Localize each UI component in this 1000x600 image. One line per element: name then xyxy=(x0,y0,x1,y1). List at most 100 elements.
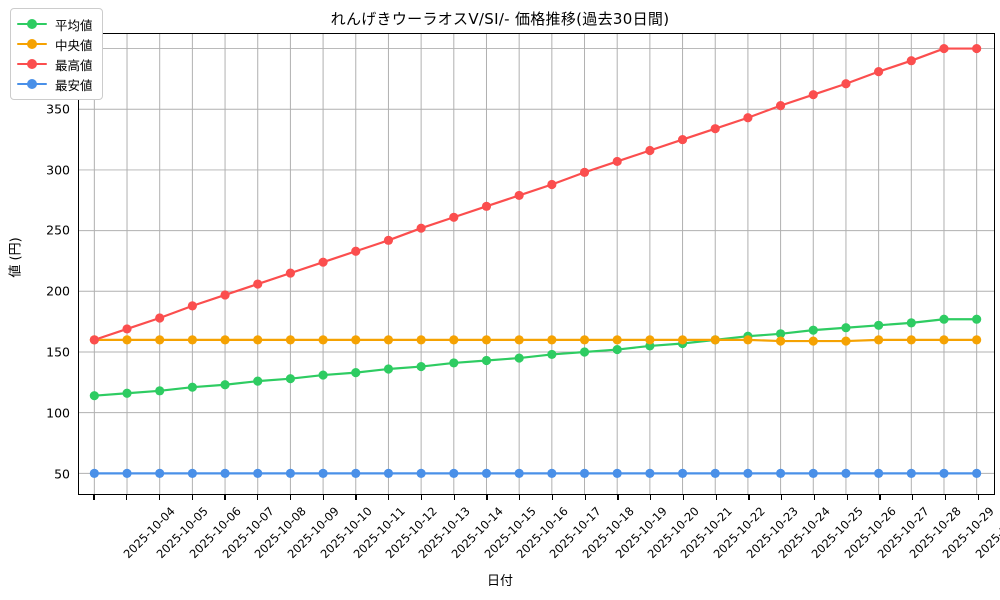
data-point[interactable] xyxy=(155,313,165,323)
data-point[interactable] xyxy=(351,246,361,256)
data-point[interactable] xyxy=(743,113,753,123)
data-point[interactable] xyxy=(351,335,361,345)
data-point[interactable] xyxy=(253,335,263,345)
data-point[interactable] xyxy=(612,156,622,167)
data-point[interactable] xyxy=(481,201,492,211)
data-point[interactable] xyxy=(939,335,949,345)
data-point[interactable] xyxy=(449,358,459,368)
data-point[interactable] xyxy=(383,335,394,345)
data-point[interactable] xyxy=(285,468,296,478)
data-point[interactable] xyxy=(808,325,818,335)
data-point[interactable] xyxy=(220,468,230,478)
data-point[interactable] xyxy=(351,368,361,378)
data-point[interactable] xyxy=(677,335,688,345)
data-point[interactable] xyxy=(89,391,99,401)
data-point[interactable] xyxy=(416,223,426,233)
data-point[interactable] xyxy=(481,355,492,366)
data-point[interactable] xyxy=(906,56,916,66)
data-point[interactable] xyxy=(351,468,361,478)
data-point[interactable] xyxy=(122,335,132,345)
data-point[interactable] xyxy=(579,335,590,345)
data-point[interactable] xyxy=(906,318,916,328)
data-point[interactable] xyxy=(906,468,916,478)
data-point[interactable] xyxy=(972,314,982,324)
data-point[interactable] xyxy=(122,324,132,334)
data-point[interactable] xyxy=(874,468,884,478)
data-point[interactable] xyxy=(285,374,296,384)
data-point[interactable] xyxy=(972,335,982,345)
data-point[interactable] xyxy=(645,468,655,478)
data-point[interactable] xyxy=(972,43,982,54)
data-point[interactable] xyxy=(416,335,426,345)
data-point[interactable] xyxy=(285,268,296,278)
data-point[interactable] xyxy=(318,335,328,345)
data-point[interactable] xyxy=(514,335,524,345)
data-point[interactable] xyxy=(253,468,263,478)
data-point[interactable] xyxy=(122,388,132,398)
data-point[interactable] xyxy=(89,335,99,345)
data-point[interactable] xyxy=(155,335,165,345)
data-point[interactable] xyxy=(841,323,851,333)
data-point[interactable] xyxy=(645,335,655,345)
data-point[interactable] xyxy=(645,145,655,156)
data-point[interactable] xyxy=(808,90,818,100)
data-point[interactable] xyxy=(710,124,720,134)
data-point[interactable] xyxy=(155,386,165,396)
legend-item-3[interactable]: 最安値 xyxy=(17,74,93,94)
data-point[interactable] xyxy=(874,320,884,330)
data-point[interactable] xyxy=(449,212,459,222)
data-point[interactable] xyxy=(841,79,851,89)
data-point[interactable] xyxy=(874,67,884,77)
data-point[interactable] xyxy=(579,347,590,357)
data-point[interactable] xyxy=(939,43,949,54)
legend-item-1[interactable]: 中央値 xyxy=(17,34,93,54)
data-point[interactable] xyxy=(841,336,851,346)
data-point[interactable] xyxy=(187,301,197,311)
data-point[interactable] xyxy=(285,335,296,345)
data-point[interactable] xyxy=(187,468,197,478)
legend-item-2[interactable]: 最高値 xyxy=(17,54,93,74)
data-point[interactable] xyxy=(677,135,688,145)
data-point[interactable] xyxy=(155,468,165,478)
data-point[interactable] xyxy=(481,335,492,345)
data-point[interactable] xyxy=(416,468,426,478)
data-point[interactable] xyxy=(318,468,328,478)
data-point[interactable] xyxy=(743,335,753,345)
data-point[interactable] xyxy=(89,468,99,478)
data-point[interactable] xyxy=(939,468,949,478)
data-point[interactable] xyxy=(808,336,818,346)
data-point[interactable] xyxy=(253,376,263,386)
data-point[interactable] xyxy=(220,290,230,300)
data-point[interactable] xyxy=(514,468,524,478)
data-point[interactable] xyxy=(547,468,557,478)
data-point[interactable] xyxy=(449,335,459,345)
data-point[interactable] xyxy=(710,468,720,478)
data-point[interactable] xyxy=(710,335,720,345)
data-point[interactable] xyxy=(220,335,230,345)
data-point[interactable] xyxy=(547,179,557,190)
data-point[interactable] xyxy=(122,468,132,478)
data-point[interactable] xyxy=(449,468,459,478)
data-point[interactable] xyxy=(416,361,426,372)
data-point[interactable] xyxy=(808,468,818,478)
data-point[interactable] xyxy=(547,349,557,360)
data-point[interactable] xyxy=(972,468,982,478)
data-point[interactable] xyxy=(776,329,786,339)
data-point[interactable] xyxy=(318,257,328,267)
data-point[interactable] xyxy=(677,468,688,478)
data-point[interactable] xyxy=(481,468,492,478)
data-point[interactable] xyxy=(612,344,622,355)
data-point[interactable] xyxy=(383,235,394,245)
data-point[interactable] xyxy=(776,336,786,346)
data-point[interactable] xyxy=(187,335,197,345)
data-point[interactable] xyxy=(187,382,197,392)
data-point[interactable] xyxy=(383,364,394,374)
legend-item-0[interactable]: 平均値 xyxy=(17,14,93,34)
data-point[interactable] xyxy=(841,468,851,478)
data-point[interactable] xyxy=(776,468,786,478)
data-point[interactable] xyxy=(547,335,557,345)
data-point[interactable] xyxy=(383,468,394,478)
data-point[interactable] xyxy=(612,335,622,345)
data-point[interactable] xyxy=(906,335,916,345)
data-point[interactable] xyxy=(220,380,230,390)
